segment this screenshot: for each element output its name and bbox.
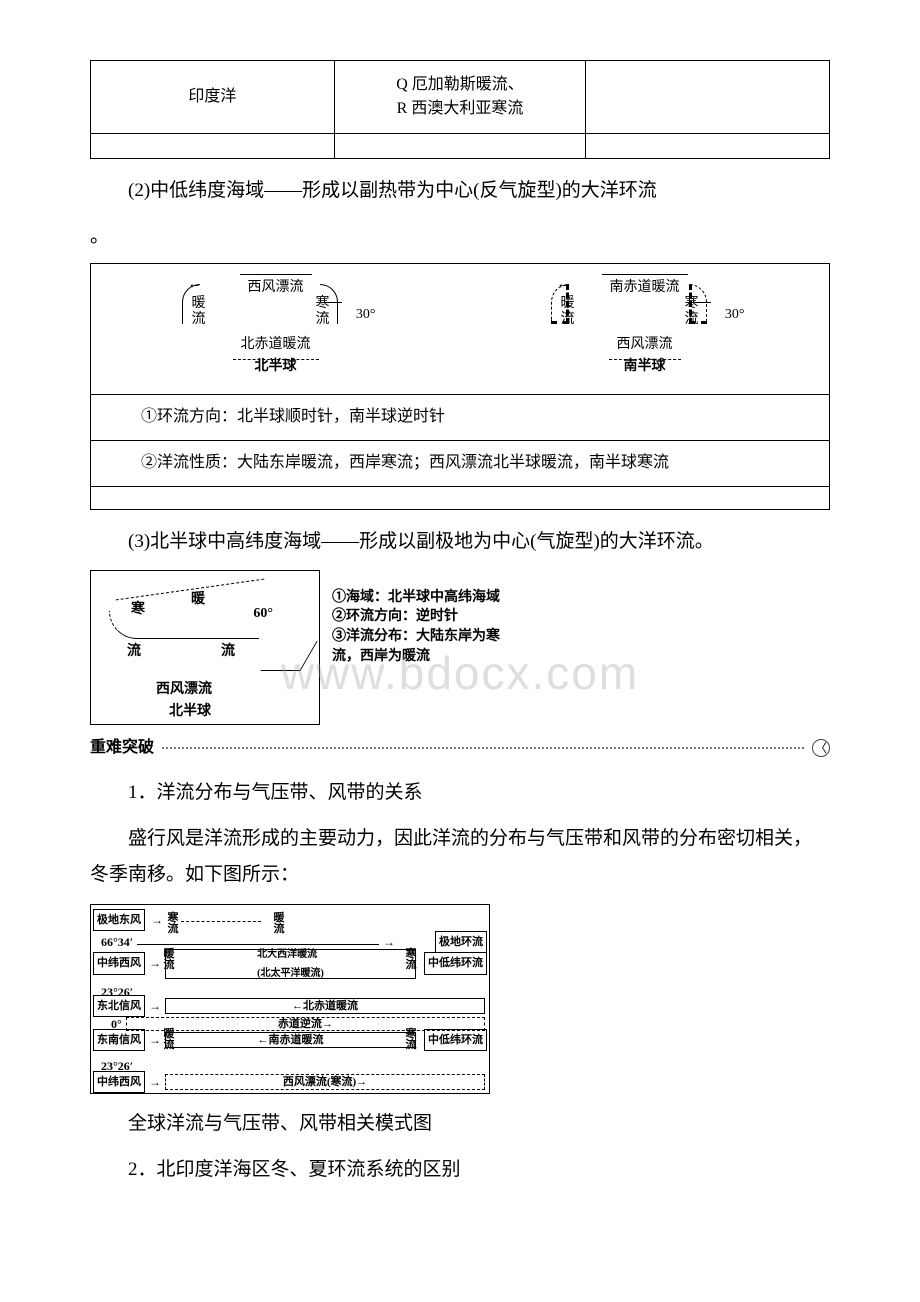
subpolar-diagram: 寒 暖 60° 流 流 西风漂流 北半球 [90, 570, 320, 725]
subtropical-gyre-s-label: 中低纬环流 [424, 1029, 487, 1052]
wind-polar-easterlies: 极地东风 [93, 909, 145, 932]
diagram-caption: 全球洋流与气压带、风带相关模式图 [90, 1106, 830, 1142]
point-1-heading: 1．洋流分布与气压带、风带的关系 [90, 775, 830, 811]
gyre-north-wrap: ← 西风漂流 暖 流 寒 流 30° 北赤道暖流 北半球 [91, 274, 460, 384]
chevron-circle-icon: 〈 [812, 739, 830, 757]
cell-ocean: 印度洋 [91, 61, 335, 134]
cell-currents: Q 厄加勒斯暖流、 R 西澳大利亚寒流 [334, 61, 585, 134]
cd-row-polar: 极地东风 → 寒流 暖流 [91, 909, 489, 932]
cell-empty [91, 134, 335, 159]
latitude-label: 30° [356, 302, 376, 329]
gyre-diagram-row: ← 西风漂流 暖 流 寒 流 30° 北赤道暖流 北半球 ← 南赤道暖流 暖 流… [91, 264, 829, 395]
hemisphere-label: 北半球 [169, 699, 211, 726]
warm-current-label: 暖 流 [561, 296, 575, 327]
hemisphere-label: 北半球 [255, 354, 297, 381]
annotation-3: ③洋流分布：大陆东岸为寒流，西岸为暖流 [332, 627, 502, 666]
table-row [91, 134, 830, 159]
section-2-heading: (2)中低纬度海域——形成以副热带为中心(反气旋型)的大洋环流 [90, 173, 830, 209]
arrow-icon [260, 641, 317, 671]
west-wind-drift-label: 西风漂流(寒流) → [165, 1074, 485, 1090]
gyre-diagram-box: ← 西风漂流 暖 流 寒 流 30° 北赤道暖流 北半球 ← 南赤道暖流 暖 流… [90, 263, 830, 510]
gyre-north-diagram: ← 西风漂流 暖 流 寒 流 30° 北赤道暖流 北半球 [166, 274, 386, 384]
subpolar-diagram-wrap: 寒 暖 60° 流 流 西风漂流 北半球 ①海域：北半球中高纬海域 ②环流方向：… [90, 570, 830, 725]
wind-se-trades: 东南信风 [93, 1029, 145, 1052]
cold-flow-label: 寒流 [403, 1029, 419, 1051]
cd-row-se-trades: 东南信风 → 暖流 ← 南赤道暖流 寒流 中低纬环流 [91, 1029, 489, 1052]
wind-westerlies: 中纬西风 [93, 952, 145, 975]
gyre-rule-1: ①环流方向：北半球顺时针，南半球逆时针 [91, 395, 829, 441]
point-1-body: 盛行风是洋流形成的主要动力，因此洋流的分布与气压带和风带的分布密切相关，冬季南移… [90, 821, 830, 893]
cold-current-label: 寒 流 [316, 296, 330, 327]
south-equatorial-label: 南赤道暖流 [602, 274, 688, 302]
point-2-heading: 2．北印度洋海区冬、夏环流系统的区别 [90, 1152, 830, 1188]
flow-label: 流 [221, 639, 235, 666]
annotation-2: ②环流方向：逆时针 [332, 607, 502, 627]
south-equatorial-current-label: ← 南赤道暖流 [165, 1032, 416, 1048]
annotation-1: ①海域：北半球中高纬海域 [332, 588, 502, 608]
flow-label: 流 [127, 639, 141, 666]
warm-current-label: 暖 流 [192, 296, 206, 327]
westerly-drift-label: 西风漂流 [240, 274, 312, 302]
circulation-diagram: 极地东风 → 寒流 暖流 66°34′ → 极地环流 中纬西风 → 暖流 北大西… [90, 904, 490, 1094]
ocean-table: 印度洋 Q 厄加勒斯暖流、 R 西澳大利亚寒流 [90, 60, 830, 159]
warm-label: 暖 [191, 587, 205, 614]
section-3-heading: (3)北半球中高纬度海域——形成以副极地为中心(气旋型)的大洋环流。 [90, 524, 830, 560]
north-atlantic-current-label: 北大西洋暖流 (北太平洋暖流) [165, 949, 416, 979]
dotted-line-icon [162, 747, 804, 749]
period: 。 [90, 219, 830, 255]
cold-flow-label: 寒流 [403, 949, 419, 971]
latitude-label: 30° [725, 302, 745, 329]
gyre-south-diagram: ← 南赤道暖流 暖 流 寒 流 30° 西风漂流 南半球 [535, 274, 755, 384]
hemisphere-label: 南半球 [624, 354, 666, 381]
gyre-rule-2: ②洋流性质：大陆东岸暖流，西岸寒流；西风漂流北半球暖流，南半球寒流 [91, 441, 829, 487]
cell-empty [586, 134, 830, 159]
cell-empty [334, 134, 585, 159]
cell-empty [586, 61, 830, 134]
cold-current-label: 寒 流 [685, 296, 699, 327]
cd-row-westerlies-n: 中纬西风 → 暖流 北大西洋暖流 (北太平洋暖流) 寒流 中低纬环流 [91, 949, 489, 979]
lat-tick-icon [693, 302, 711, 303]
table-row: 印度洋 Q 厄加勒斯暖流、 R 西澳大利亚寒流 [91, 61, 830, 134]
curve-icon [109, 611, 259, 639]
breakthrough-divider: 重难突破 〈 [90, 733, 830, 763]
dashed-line-icon [181, 921, 261, 922]
lat-tick-icon [324, 302, 342, 303]
breakthrough-label: 重难突破 [90, 733, 154, 763]
subtropical-gyre-label: 中低纬环流 [424, 952, 487, 975]
subpolar-annotations: ①海域：北半球中高纬海域 ②环流方向：逆时针 ③洋流分布：大陆东岸为寒流，西岸为… [332, 570, 502, 666]
gyre-empty-row [91, 487, 829, 509]
wind-westerlies-s: 中纬西风 [93, 1071, 145, 1094]
gyre-south-wrap: ← 南赤道暖流 暖 流 寒 流 30° 西风漂流 南半球 [460, 274, 829, 384]
cd-row-westerlies-s: 中纬西风 → 西风漂流(寒流) → [91, 1071, 489, 1094]
